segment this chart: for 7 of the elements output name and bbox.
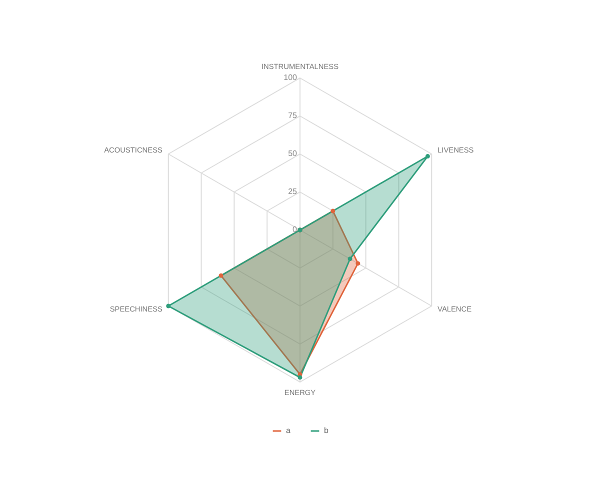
legend-label: b xyxy=(324,426,329,435)
y-tick-label: 75 xyxy=(288,111,298,120)
y-tick-label: 0 xyxy=(292,225,298,234)
y-tick-label: 50 xyxy=(288,149,298,158)
y-tick-label: 100 xyxy=(284,73,298,82)
legend-label: a xyxy=(286,426,291,435)
y-tick-label: 25 xyxy=(288,187,298,196)
